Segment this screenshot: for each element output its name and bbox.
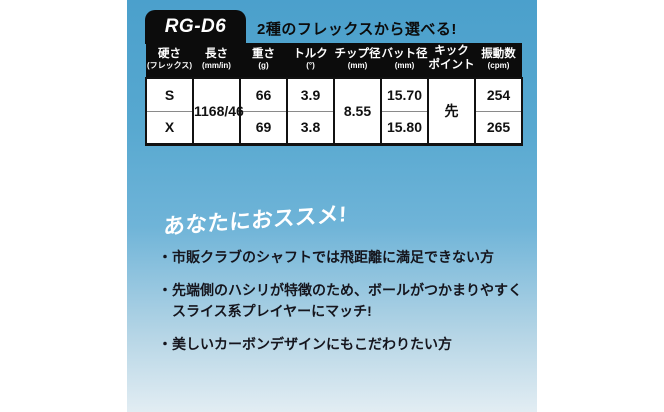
bullet-text: 先端側のハシリが特徴のため、ボールがつかまりやすく bbox=[172, 282, 522, 299]
cell-flex-x: X bbox=[145, 110, 193, 146]
cell-butt-diameter-s: 15.70 bbox=[380, 77, 428, 111]
cell-flex-s: S bbox=[145, 77, 193, 111]
model-name-tab: RG-D6 bbox=[145, 10, 246, 44]
cell-kick-point-shared: 先 bbox=[427, 77, 475, 146]
cell-butt-diameter-x: 15.80 bbox=[380, 110, 428, 146]
cell-frequency-s: 254 bbox=[474, 77, 523, 111]
cell-weight-x: 69 bbox=[239, 110, 287, 146]
bullet-dot: ・ bbox=[158, 335, 172, 352]
col-header-torque: トルク (°) bbox=[287, 43, 334, 78]
cell-length-shared: 1168/46 bbox=[192, 77, 244, 146]
recommend-bullet-1: ・市販クラブのシャフトでは飛距離に満足できない方 bbox=[158, 247, 528, 267]
bullet-dot: ・ bbox=[158, 282, 172, 299]
bullet-text-continued: スライス系プレイヤーにマッチ! bbox=[172, 302, 372, 319]
col-header-frequency: 振動数 (cpm) bbox=[475, 43, 522, 78]
recommend-bullet-3: ・美しいカーボンデザインにもこだわりたい方 bbox=[158, 334, 528, 354]
cell-tip-diameter-shared: 8.55 bbox=[333, 77, 381, 146]
cell-frequency-x: 265 bbox=[474, 110, 523, 146]
recommend-bullet-list: ・市販クラブのシャフトでは飛距離に満足できない方 ・先端側のハシリが特徴のため、… bbox=[158, 247, 528, 367]
col-header-weight: 重さ (g) bbox=[240, 43, 287, 78]
model-name: RG-D6 bbox=[164, 16, 227, 37]
spec-table-header: 硬さ (フレックス) 長さ (mm/in) 重さ (g) トルク (°) チップ… bbox=[146, 43, 522, 78]
col-header-tip-diameter: チップ径 (mm) bbox=[334, 43, 381, 78]
bullet-dot: ・ bbox=[158, 249, 172, 265]
spec-row-x: X 69 3.8 15.80 265 bbox=[145, 110, 523, 146]
col-header-butt-diameter: バット径 (mm) bbox=[381, 43, 428, 78]
spec-table: 硬さ (フレックス) 長さ (mm/in) 重さ (g) トルク (°) チップ… bbox=[145, 43, 523, 146]
col-header-flex: 硬さ (フレックス) bbox=[146, 43, 193, 78]
bullet-text: 美しいカーボンデザインにもこだわりたい方 bbox=[172, 335, 452, 352]
col-header-length: 長さ (mm/in) bbox=[193, 43, 240, 78]
spec-row-s: S 1168/46 66 3.9 8.55 15.70 先 254 bbox=[145, 77, 523, 146]
cell-weight-s: 66 bbox=[239, 77, 287, 111]
bullet-text: 市販クラブのシャフトでは飛距離に満足できない方 bbox=[172, 249, 494, 265]
cell-torque-x: 3.8 bbox=[286, 110, 334, 146]
flex-tagline: 2種のフレックスから選べる! bbox=[257, 21, 457, 38]
col-header-kick-point: キック ポイント bbox=[428, 43, 475, 78]
cell-torque-s: 3.9 bbox=[286, 77, 334, 111]
recommend-bullet-2: ・先端側のハシリが特徴のため、ボールがつかまりやすく スライス系プレイヤーにマッ… bbox=[158, 280, 528, 321]
